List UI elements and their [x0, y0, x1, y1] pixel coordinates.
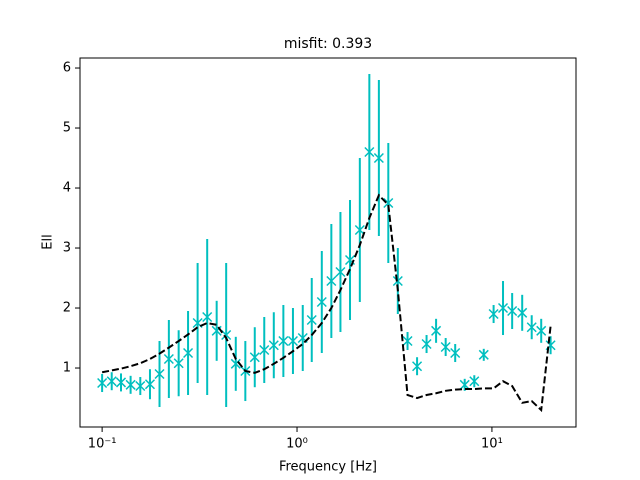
data-point — [469, 376, 480, 387]
data-point — [440, 341, 451, 353]
data-point — [135, 380, 146, 392]
y-tick-label: 6 — [63, 61, 71, 76]
data-point — [316, 296, 327, 308]
y-tick-label: 4 — [63, 181, 71, 196]
data-point — [163, 353, 174, 365]
data-point — [373, 152, 384, 164]
data-point — [421, 338, 432, 350]
data-point — [507, 305, 518, 317]
data-point — [517, 307, 528, 318]
data-point — [354, 224, 365, 236]
data-point — [536, 325, 547, 336]
y-tick-label: 5 — [63, 121, 71, 136]
x-tick-label: 10¹ — [481, 437, 503, 452]
data-point — [526, 322, 537, 333]
data-point — [287, 335, 298, 347]
data-point — [478, 349, 489, 360]
x-tick-label: 10⁻¹ — [88, 437, 117, 452]
data-point — [326, 275, 337, 287]
data-point — [106, 376, 117, 387]
data-point — [173, 358, 184, 369]
data-point — [259, 344, 270, 356]
y-tick-label: 1 — [63, 361, 71, 376]
data-point — [306, 314, 317, 326]
data-point — [268, 340, 279, 351]
y-axis-label: Ell — [41, 234, 56, 249]
data-point — [431, 325, 442, 336]
data-point — [335, 266, 346, 278]
data-point — [183, 347, 194, 359]
data-point — [412, 361, 423, 372]
x-axis-label: Frequency [Hz] — [279, 460, 377, 475]
data-point — [115, 377, 127, 388]
plot-frame — [79, 57, 577, 428]
data-point — [221, 329, 232, 341]
data-point — [459, 379, 470, 390]
data-point — [202, 311, 213, 323]
data-point — [488, 308, 499, 320]
y-tick-label: 2 — [63, 301, 71, 316]
data-point — [497, 302, 509, 314]
data-point — [278, 335, 289, 347]
chart-title: misfit: 0.393 — [284, 36, 372, 52]
data-point — [230, 358, 241, 369]
data-point — [364, 146, 375, 158]
data-point — [383, 197, 394, 209]
x-tick-label: 10⁰ — [286, 437, 308, 452]
data-point — [144, 379, 156, 390]
data-point — [97, 377, 108, 389]
y-tick-label: 3 — [63, 241, 71, 256]
data-point — [450, 347, 461, 359]
data-point — [249, 352, 260, 363]
data-point — [154, 368, 165, 380]
data-point — [402, 335, 413, 347]
data-point — [125, 379, 136, 390]
model-line — [101, 193, 552, 413]
